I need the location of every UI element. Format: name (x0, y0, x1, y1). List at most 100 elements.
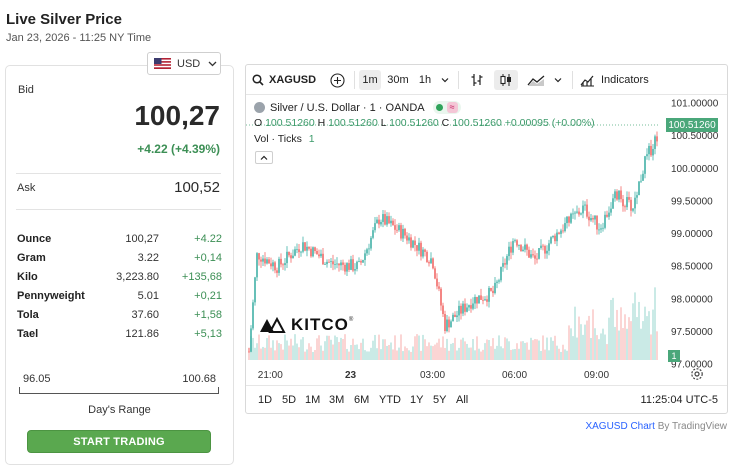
range-5d-button[interactable]: 5D (282, 394, 297, 406)
volume-bar (494, 348, 496, 360)
volume-bar (554, 335, 556, 360)
ohlc-values: O 100.51260 H 100.51260 L 100.51260 C 10… (254, 117, 595, 129)
volume-bar (388, 344, 390, 360)
candle-body (288, 251, 290, 256)
candle-body (422, 249, 424, 257)
y-tick-label: 97.50000 (671, 327, 713, 338)
interval-1h[interactable]: 1h (418, 74, 432, 86)
volume-bars (248, 287, 658, 360)
x-tick-label: 09:00 (584, 370, 609, 381)
interval-1m[interactable]: 1m (359, 70, 381, 90)
symbol-search[interactable]: XAGUSD (252, 70, 318, 90)
candle-body (510, 246, 512, 253)
candle-body (458, 305, 460, 316)
currency-dropdown[interactable]: USD (147, 52, 221, 75)
volume-bar (362, 338, 364, 360)
volume-bar (558, 348, 560, 360)
volume-bar (296, 343, 298, 360)
candle-body (594, 215, 596, 220)
chart-clock[interactable]: 11:25:04 UTC-5 (640, 394, 718, 406)
plus-circle-icon (329, 72, 345, 88)
candle-body (468, 305, 470, 308)
candle-body (356, 261, 358, 270)
open-key: O (254, 117, 263, 129)
collapse-legend-button[interactable] (255, 151, 273, 164)
indicators-icon (580, 73, 595, 87)
candle-body (656, 136, 658, 142)
candle-body (586, 204, 588, 217)
bar-style-button[interactable] (466, 70, 488, 90)
interval-30m[interactable]: 30m (387, 74, 409, 86)
symbol-chart-link[interactable]: XAGUSD Chart (585, 421, 655, 432)
candle-body (418, 242, 420, 251)
volume-bar (550, 337, 552, 360)
range-ytd-button[interactable]: YTD (379, 394, 401, 406)
candle-body (330, 261, 332, 263)
price-chart-plot[interactable]: 101.00000 100.50000 100.00000 99.50000 99.00… (246, 95, 728, 385)
range-all-button[interactable]: All (456, 394, 469, 406)
volume-bar (506, 338, 508, 360)
candle-body (326, 261, 328, 265)
candle-body (248, 351, 250, 353)
chart-widget[interactable]: XAGUSD 1m 30m 1h (245, 64, 728, 414)
candle-body (460, 305, 462, 314)
candle-body (256, 253, 258, 278)
low-key: L (380, 117, 387, 129)
candle-body (504, 263, 506, 265)
candle-body (380, 221, 382, 225)
candle-body (508, 246, 510, 257)
volume-bar (528, 349, 530, 360)
candle-body (538, 248, 540, 259)
range-1m-button[interactable]: 1M (305, 394, 321, 406)
volume-bar (440, 347, 442, 360)
candle-body (336, 263, 338, 265)
range-1d-button[interactable]: 1D (258, 394, 273, 406)
range-6m-button[interactable]: 6M (354, 394, 370, 406)
currency-value: USD (177, 57, 201, 70)
range-3m-button[interactable]: 3M (329, 394, 345, 406)
volume-bar (442, 336, 444, 360)
candle-body (314, 247, 316, 252)
unit-name: Tael (17, 327, 39, 340)
settings-gear-icon[interactable] (690, 367, 704, 381)
interval-chevron[interactable] (438, 70, 452, 90)
candle-body (596, 215, 598, 230)
volume-bar (594, 328, 596, 360)
candle-body (312, 247, 314, 257)
candle-body (420, 242, 422, 257)
range-5y-button[interactable]: 5Y (433, 394, 447, 406)
volume-bar (642, 321, 644, 360)
days-range-label: Day's Range (88, 404, 151, 416)
candle-body (566, 216, 568, 224)
range-low: 96.05 (23, 373, 51, 385)
indicators-button[interactable]: Indicators (580, 70, 660, 90)
compare-symbol-button[interactable] (326, 70, 348, 90)
area-style-button[interactable] (524, 70, 548, 90)
kitco-watermark: KITCO ® (258, 315, 353, 335)
candle-body (282, 264, 284, 266)
volume-bar (610, 299, 612, 360)
volume-bar (326, 335, 328, 360)
style-chevron[interactable] (551, 70, 565, 90)
volume-bar (422, 334, 424, 360)
candle-body (320, 253, 322, 257)
candle-body (294, 249, 296, 256)
volume-bar (450, 343, 452, 360)
candle-body (472, 303, 474, 309)
candle-body (444, 314, 446, 332)
volume-bar (430, 345, 432, 360)
volume-bar (646, 316, 648, 360)
candle-body (268, 259, 270, 264)
market-status[interactable]: ≈ (432, 101, 461, 114)
candle-body (406, 235, 408, 241)
candle-body (556, 232, 558, 242)
start-trading-button[interactable]: START TRADING (27, 430, 211, 453)
candles-style-button[interactable] (494, 70, 518, 90)
candle-body (568, 216, 570, 223)
range-1y-button[interactable]: 1Y (410, 394, 424, 406)
table-row: Kilo 3,223.80 +135,68 (17, 267, 222, 286)
volume-bar (578, 316, 580, 360)
tradingview-attribution[interactable]: XAGUSD Chart By TradingView (585, 421, 727, 432)
price-card: Bid 100,27 +4.22 (+4.39%) Ask 100,52 Oun… (5, 65, 234, 465)
volume-bar (270, 347, 272, 360)
